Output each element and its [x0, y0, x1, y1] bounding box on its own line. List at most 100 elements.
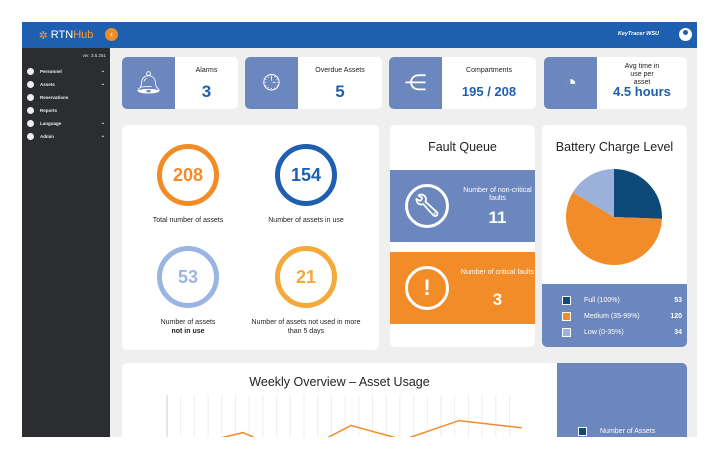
logo-icon: ✲ — [38, 29, 48, 42]
total-assets-label: Total number of assets — [152, 217, 224, 224]
label-emphasis: not in use — [171, 328, 205, 335]
total-assets-ring: 208 — [157, 144, 219, 206]
clock-alert-icon: 🕒︎ — [245, 57, 298, 109]
stat-label: Compartments — [466, 67, 512, 74]
stat-card-overdue-assets[interactable]: 🕒︎ Overdue Assets 5 — [245, 57, 382, 109]
logo-text-hub: Hub — [73, 29, 94, 41]
sidebar-item-label: Personnel — [40, 68, 62, 74]
weekly-overview-card: Weekly Overview – Asset Usage Number of … — [122, 363, 687, 437]
stat-label: Avg time in use per asset — [624, 63, 660, 86]
noncritical-faults-label: Number of non-critical faults — [463, 187, 532, 202]
noncritical-faults-value: 11 — [488, 208, 507, 227]
critical-faults-value: 3 — [492, 290, 503, 309]
data-point — [242, 431, 244, 434]
user-account-icon[interactable] — [679, 28, 692, 41]
assets-not-in-use-ring: 53 — [157, 246, 219, 308]
sidebar-item-label: Reservations — [40, 94, 69, 100]
stat-value: 4.5 hours — [613, 84, 671, 99]
chevron-down-icon: ⌄ — [100, 68, 105, 74]
critical-faults-label: Number of critical faults — [460, 269, 535, 276]
legend-swatch — [562, 311, 571, 321]
sidebar-item-admin[interactable]: Admin ⌄ — [27, 131, 107, 141]
logo[interactable]: ✲ RTN Hub — [22, 22, 110, 48]
legend-label: Full (100%) — [584, 296, 620, 304]
asset-summary-card: 208 Total number of assets 154 Number of… — [122, 125, 379, 350]
weekly-line-chart — [166, 395, 522, 437]
exclamation-icon: ! — [405, 266, 449, 310]
data-point — [520, 427, 522, 429]
assets-unused-label: Number of assets not used in more than 5… — [251, 319, 361, 335]
legend-value: 53 — [674, 296, 682, 304]
legend-label: Medium (35-99%) — [584, 312, 640, 320]
assets-unused-ring: 21 — [275, 246, 337, 308]
speedometer-icon: ◔ — [544, 57, 597, 109]
stat-label: Alarms — [195, 67, 218, 74]
legend-item: Low (0-35%) 34 — [562, 327, 682, 337]
stat-value: 3 — [201, 82, 212, 101]
app: KeyTracer WSU ✲ RTN Hub ver. 3.5.251 Perso… — [22, 22, 697, 437]
assets-in-use-ring: 154 — [275, 144, 337, 206]
battery-title: Battery Charge Level — [555, 140, 674, 154]
stat-card-alarms[interactable]: 🔔︎ Alarms 3 — [122, 57, 238, 109]
sidebar-item-label: Assets — [40, 81, 55, 87]
assets-in-use-label: Number of assets in use — [268, 217, 344, 224]
chevron-down-icon: ⌄ — [100, 133, 105, 139]
stat-label: Overdue Assets — [315, 67, 365, 74]
legend-label: Number of Assets — [600, 428, 656, 435]
stat-card-compartments[interactable]: ⋲ Compartments 195 / 208 — [389, 57, 536, 109]
sidebar-item-language[interactable]: Language ⌄ — [27, 118, 107, 128]
chat-icon — [27, 119, 34, 127]
sidebar-item-personnel[interactable]: Personnel ⌄ — [27, 66, 107, 76]
person-icon — [27, 67, 34, 75]
legend-swatch — [562, 327, 571, 337]
admin-icon — [27, 132, 34, 140]
chevron-down-icon: ⌄ — [100, 81, 105, 87]
top-header: KeyTracer WSU — [22, 22, 697, 48]
fault-queue-title: Fault Queue — [428, 140, 497, 154]
battery-legend: Full (100%) 53 Medium (35-99%) 120 Low (0-35… — [542, 284, 687, 347]
battery-pie-chart — [566, 169, 662, 265]
weekly-legend: Number of Assets — [557, 363, 687, 437]
chevron-down-icon: ⌄ — [100, 120, 105, 126]
organization-name: KeyTracer WSU — [617, 31, 659, 37]
sidebar-item-assets[interactable]: Assets ⌄ — [27, 79, 107, 89]
legend-value: 120 — [670, 312, 682, 320]
critical-faults-panel[interactable]: ! Number of critical faults 3 — [390, 252, 535, 324]
sidebar-item-label: Language — [40, 120, 62, 126]
pie-slice-1[interactable] — [566, 192, 662, 265]
data-point — [458, 419, 460, 422]
stat-card-avg-time-in-use-per-asset[interactable]: ◔ Avg time in use per asset 4.5 hours — [544, 57, 687, 109]
legend-item: Full (100%) 53 — [562, 295, 682, 305]
label-text: Number of assets — [160, 319, 216, 326]
data-point — [350, 424, 352, 427]
sidebar: ✲ RTN Hub ver. 3.5.251 Personnel ⌄ Assets ⌄ Re… — [22, 22, 110, 437]
report-icon — [27, 106, 34, 114]
stat-value: 5 — [335, 82, 345, 101]
legend-item: Medium (35-99%) 120 — [562, 311, 682, 321]
fault-queue-card: Fault Queue 🔧︎ Number of non-critical fa… — [390, 125, 535, 347]
legend-label: Low (0-35%) — [584, 328, 624, 336]
legend-value: 34 — [674, 328, 682, 336]
series-line — [221, 419, 522, 437]
alarm-bell-icon: 🔔︎ — [122, 57, 175, 109]
pie-slice-2[interactable] — [572, 169, 614, 217]
sidebar-item-reservations[interactable]: Reservations — [27, 92, 107, 102]
collapse-sidebar-button[interactable]: ‹ — [105, 28, 118, 41]
stat-value: 195 / 208 — [461, 84, 517, 99]
pie-slice-0[interactable] — [614, 169, 662, 219]
logo-text: RTN — [50, 29, 74, 41]
assets-not-in-use-label: Number of assets not in use — [128, 318, 248, 336]
weekly-overview-title: Weekly Overview – Asset Usage — [249, 375, 430, 389]
legend-swatch — [578, 427, 587, 436]
battery-card: Battery Charge Level Full (100%) 53 Medium… — [542, 125, 687, 347]
wrench-icon: 🔧︎ — [405, 184, 449, 228]
share-nodes-icon: ⋲ — [389, 57, 442, 109]
noncritical-faults-panel[interactable]: 🔧︎ Number of non-critical faults 11 — [390, 170, 535, 242]
sidebar-item-label: Reports — [40, 107, 58, 113]
version-label: ver. 3.5.251 — [82, 53, 106, 58]
shield-icon — [27, 80, 34, 88]
sidebar-item-reports[interactable]: Reports — [27, 105, 107, 115]
calendar-icon — [27, 93, 34, 101]
sidebar-item-label: Admin — [40, 133, 54, 139]
legend-swatch — [562, 295, 571, 305]
